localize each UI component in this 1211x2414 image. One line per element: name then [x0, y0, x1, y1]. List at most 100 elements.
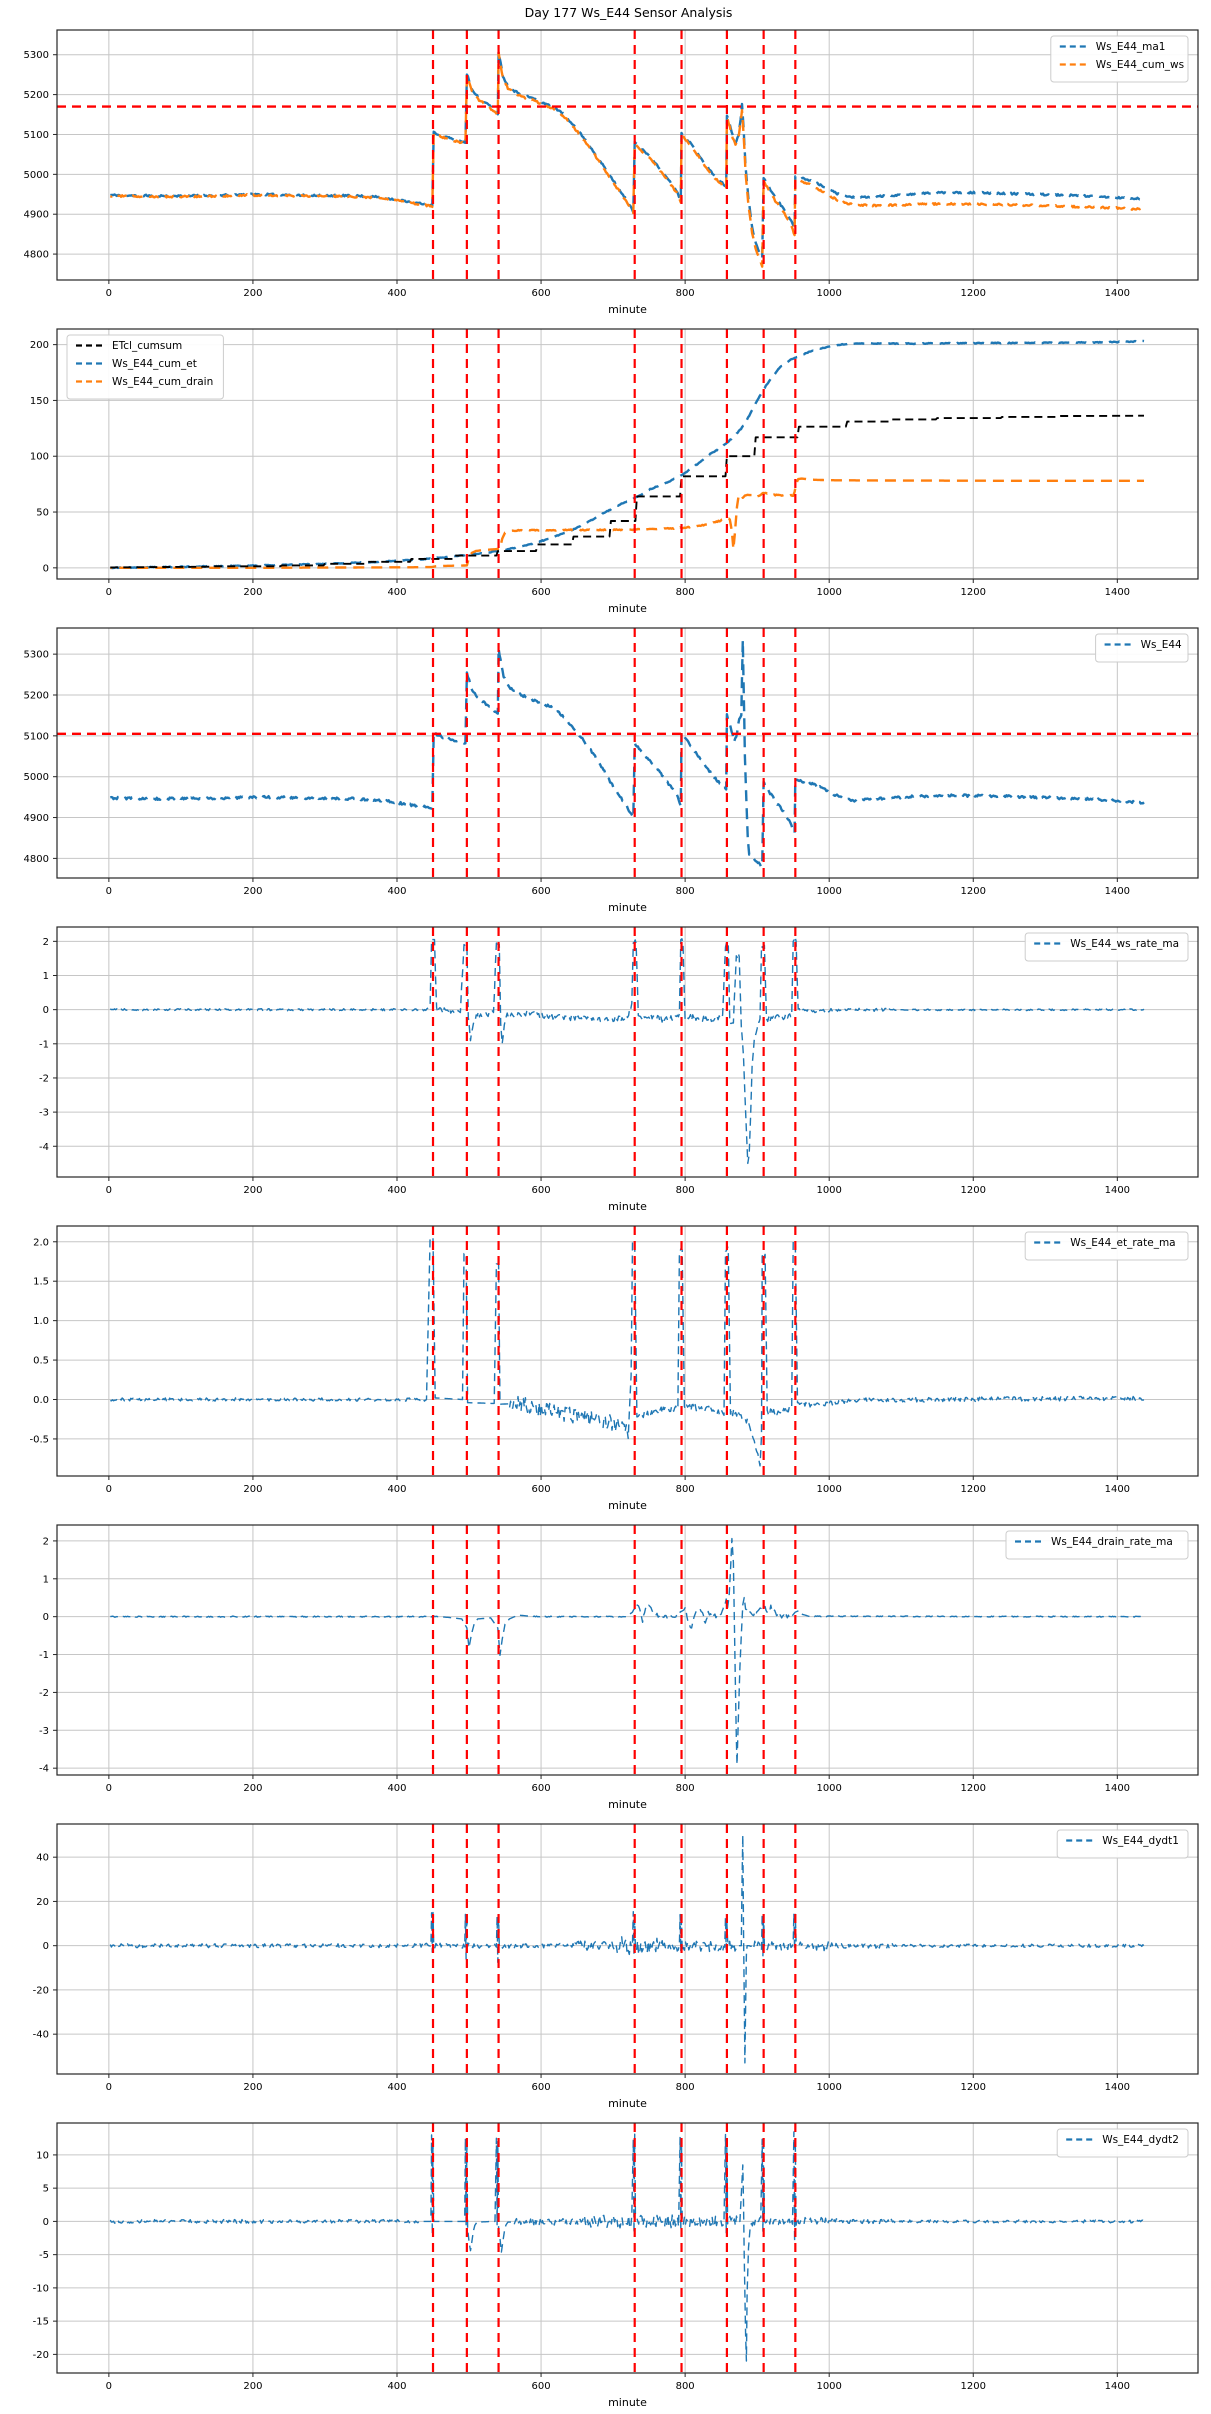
x-axis-label: minute: [608, 2396, 647, 2409]
tick-label: 1200: [961, 1185, 986, 1196]
tick-label: 600: [532, 1185, 551, 1196]
x-axis-label: minute: [608, 1499, 647, 1512]
x-axis-label: minute: [608, 602, 647, 615]
tick-label: 400: [387, 886, 406, 897]
tick-label: 0: [106, 2381, 112, 2392]
series-Ws_E44_drain_rate_ma: [110, 1537, 1145, 1766]
tick-label: 1000: [816, 2082, 841, 2093]
tick-label: 0: [106, 2082, 112, 2093]
tick-label: 5100: [24, 731, 49, 742]
tick-label: 50: [36, 508, 49, 519]
legend-box: [1005, 1530, 1189, 1560]
axes-border: [56, 627, 1199, 879]
tick-label: 0: [106, 1783, 112, 1794]
tick-label: -2: [39, 1073, 49, 1084]
legend-box: [1024, 1231, 1189, 1261]
tick-label: -2: [39, 1688, 49, 1699]
tick-label: 4800: [24, 854, 49, 865]
tick-label: 1200: [961, 1783, 986, 1794]
legend: Ws_E44_et_rate_ma: [1024, 1231, 1189, 1261]
subplot-ws-raw: 0 200 400 600 800 1000 1200 1400 4800 4900 5000 510…: [24, 627, 1199, 914]
legend-label: Ws_E44_cum_drain: [112, 376, 213, 388]
subplot-ma1-cum-ws: 0 200 400 600 800 1000 1200 1400 4800 4900 5000 510…: [24, 29, 1199, 316]
tick-label: 800: [676, 2082, 695, 2093]
tick-label: 800: [676, 1185, 695, 1196]
tick-label: 400: [387, 2381, 406, 2392]
series-Ws_E44_cum_et: [110, 339, 1145, 570]
tick-label: 0: [106, 886, 112, 897]
tick-label: 200: [243, 2381, 262, 2392]
legend-box: [1056, 2128, 1189, 2158]
legend: Ws_E44_drain_rate_ma: [1005, 1530, 1189, 1560]
tick-label: 200: [243, 587, 262, 598]
legend-label: Ws_E44_cum_et: [112, 358, 197, 370]
tick-label: -5: [39, 2250, 49, 2261]
tick-label: 0: [43, 1612, 49, 1623]
tick-label: 1: [43, 1574, 49, 1585]
tick-label: -3: [39, 1726, 49, 1737]
figure-title: Day 177 Ws_E44 Sensor Analysis: [524, 5, 733, 20]
tick-label: 4900: [24, 813, 49, 824]
tick-label: 200: [243, 2082, 262, 2093]
legend-label: Ws_E44_drain_rate_ma: [1051, 1536, 1173, 1548]
x-axis-label: minute: [608, 303, 647, 316]
legend-box: [1024, 932, 1189, 962]
tick-label: 1000: [816, 886, 841, 897]
tick-label: 1400: [1105, 2381, 1130, 2392]
tick-label: 4800: [24, 250, 49, 261]
tick-label: 4900: [24, 210, 49, 221]
axes-border: [56, 1524, 1199, 1776]
tick-label: 600: [532, 288, 551, 299]
tick-label: 1000: [816, 587, 841, 598]
tick-label: 2: [43, 1536, 49, 1547]
tick-label: -40: [33, 2030, 49, 2041]
tick-label: 1400: [1105, 2082, 1130, 2093]
tick-label: 100: [30, 452, 49, 463]
tick-label: 600: [532, 1783, 551, 1794]
tick-label: 1400: [1105, 886, 1130, 897]
tick-label: 600: [532, 886, 551, 897]
tick-label: 0: [43, 563, 49, 574]
tick-label: 0.0: [33, 1395, 49, 1406]
tick-label: 200: [243, 886, 262, 897]
subplot-dydt2: 0 200 400 600 800 1000 1200 1400 -20 -15 -10 -5 0 5 10…: [33, 2122, 1199, 2409]
legend: ETcl_cumsum Ws_E44_cum_et Ws_E44_cum_drain: [66, 334, 224, 400]
legend-label: Ws_E44_et_rate_ma: [1070, 1237, 1175, 1249]
tick-label: 0: [106, 1484, 112, 1495]
tick-label: 800: [676, 1783, 695, 1794]
plot-area: 0 200 400 600 800 1000 1200 1400 4800 4900 5000 510…: [24, 627, 1199, 914]
tick-label: -4: [39, 1764, 49, 1775]
tick-label: -4: [39, 1142, 49, 1153]
tick-label: -10: [33, 2283, 49, 2294]
legend: Ws_E44_dydt2: [1056, 2128, 1189, 2158]
plot-area: 0 200 400 600 800 1000 1200 1400 -20 -15 -10 -5 0 5 10…: [33, 2122, 1199, 2409]
series-Ws_E44_et_rate_ma: [110, 1237, 1145, 1467]
legend-box: [1056, 1829, 1189, 1859]
tick-label: 800: [676, 587, 695, 598]
tick-label: 1000: [816, 2381, 841, 2392]
tick-label: -1: [39, 1650, 49, 1661]
tick-label: 800: [676, 1484, 695, 1495]
plot-area: 0 200 400 600 800 1000 1200 1400 -4 -3 -2 -1 0 1 2 minu…: [39, 1524, 1199, 1811]
tick-label: 1.0: [33, 1316, 49, 1327]
x-axis-label: minute: [608, 2097, 647, 2110]
axes-border: [56, 1823, 1199, 2075]
legend: Ws_E44_ma1 Ws_E44_cum_ws: [1050, 35, 1189, 83]
series-Ws_E44_ws_rate_ma: [109, 936, 1145, 1165]
tick-label: 400: [387, 1185, 406, 1196]
axes-border: [56, 328, 1199, 580]
tick-label: 1200: [961, 288, 986, 299]
series-Ws_E44_cum_ws: [109, 51, 1145, 268]
tick-label: 5: [43, 2184, 49, 2195]
plot-area: 0 200 400 600 800 1000 1200 1400 4800 4900 5000 510…: [24, 29, 1199, 316]
axes-border: [56, 1225, 1199, 1477]
tick-label: 1200: [961, 2082, 986, 2093]
legend-box: [1095, 633, 1189, 663]
legend-label: Ws_E44_ma1: [1096, 41, 1166, 53]
x-axis-label: minute: [608, 901, 647, 914]
tick-label: 1400: [1105, 1185, 1130, 1196]
tick-label: 0: [106, 1185, 112, 1196]
tick-label: 5200: [24, 90, 49, 101]
series-ETcl_cumsum: [110, 414, 1144, 569]
